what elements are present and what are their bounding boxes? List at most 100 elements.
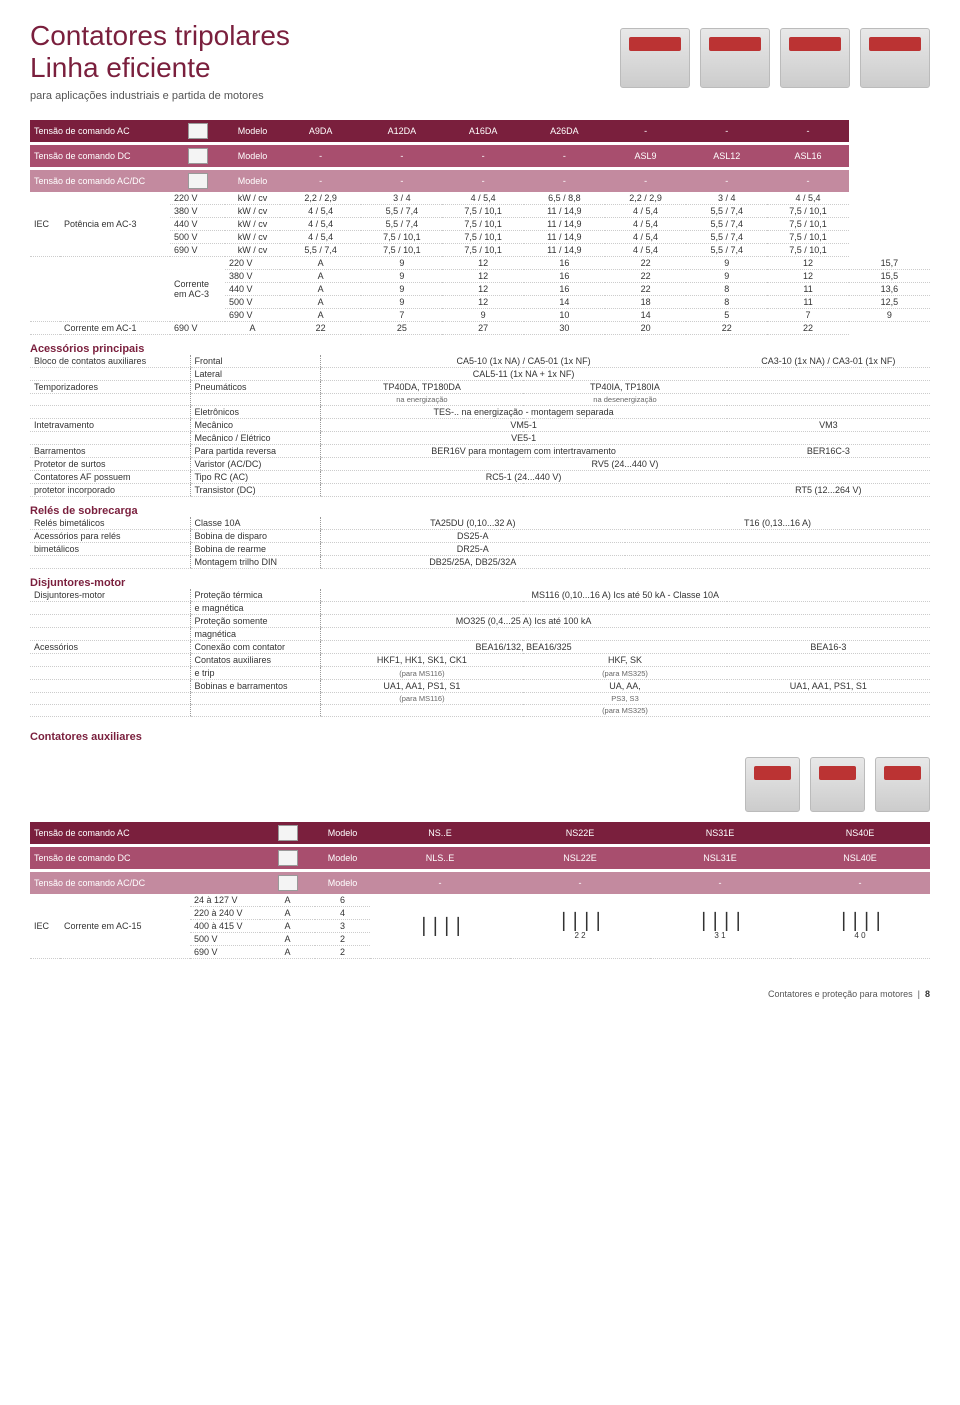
value-cell [727, 432, 930, 445]
value-cell: 9 [849, 309, 930, 322]
table-row: Bobinas e barramentosUA1, AA1, PS1, S1UA… [30, 680, 930, 693]
voltage-cell: 220 V [170, 192, 225, 205]
value-cell: 12 [442, 270, 523, 283]
value-cell: 7,5 / 10,1 [361, 244, 442, 257]
value-cell: 5,5 / 7,4 [686, 205, 767, 218]
value-cell: CAL5-11 (1x NA + 1x NF) [320, 368, 727, 381]
value-cell: 13,6 [849, 283, 930, 296]
value-cell: 7,5 / 10,1 [442, 231, 523, 244]
value-cell: 8 [686, 296, 767, 309]
product-image [810, 757, 865, 812]
value-cell [727, 381, 930, 394]
table-row: TemporizadoresPneumáticosTP40DA, TP180DA… [30, 381, 930, 394]
reles-table: Relés bimetálicosClasse 10ATA25DU (0,10.… [30, 517, 930, 569]
table-row: IntetravamentoMecânicoVM5-1VM3 [30, 419, 930, 432]
value-cell: 5,5 / 7,4 [361, 218, 442, 231]
table-row: Proteção somenteMO325 (0,4...25 A) Ics a… [30, 615, 930, 628]
value-cell: 6,5 / 8,8 [524, 192, 605, 205]
row-name: Protetor de surtos [30, 458, 190, 471]
table-row: e trip(para MS116)(para MS325) [30, 667, 930, 680]
value-cell: 16 [524, 283, 605, 296]
voltage-cell: 380 V [170, 205, 225, 218]
value-cell: na energização [320, 394, 523, 406]
row-spec: Mecânico [190, 419, 320, 432]
voltage-cell: 440 V [225, 283, 280, 296]
row-label [60, 257, 170, 322]
page-footer: Contatores e proteção para motores | 8 [0, 979, 960, 1019]
contact-symbol-icon: ⎜⎟ ⎜⎟ [654, 912, 786, 931]
value-cell: BER16V para montagem com intertravamento [320, 445, 727, 458]
value-cell: 8 [686, 283, 767, 296]
voltage-cell: 500 V [225, 296, 280, 309]
value-cell: 2,2 / 2,9 [605, 192, 686, 205]
table-row: BarramentosPara partida reversaBER16V pa… [30, 445, 930, 458]
unit-cell: kW / cv [225, 192, 280, 205]
voltage-cell: 440 V [170, 218, 225, 231]
value-cell: 12 [442, 283, 523, 296]
voltage-cell: 220 V [225, 257, 280, 270]
unit-cell: A [280, 296, 361, 309]
value-cell: 11 [767, 296, 848, 309]
band-dc-row: Tensão de comando DC Modelo -- -- ASL9AS… [30, 145, 930, 167]
band-ac-row: Tensão de comando AC Modelo A9DAA12DA A1… [30, 120, 930, 142]
disjuntores-table: Disjuntores-motorProteção térmicaMS116 (… [30, 589, 930, 717]
table-row: IECCorrente em AC-1524 à 127 VA6⎜⎟ ⎜⎟⎜⎟ … [30, 894, 930, 907]
row-spec: Pneumáticos [190, 381, 320, 394]
row-spec: Eletrônicos [190, 406, 320, 419]
value-cell: 4 / 5,4 [280, 231, 361, 244]
row-spec: Transistor (DC) [190, 484, 320, 497]
value-cell: 4 / 5,4 [605, 218, 686, 231]
table-row: magnética [30, 628, 930, 641]
value-cell: 12,5 [849, 296, 930, 309]
aux-table: Tensão de comando AC Modelo NS..ENS22E N… [30, 822, 930, 959]
value-cell: 5,5 / 7,4 [686, 218, 767, 231]
row-name: Intetravamento [30, 419, 190, 432]
row-name [30, 406, 190, 419]
value-cell: 11 [767, 283, 848, 296]
value-cell: 5 [686, 309, 767, 322]
value-cell: 10 [524, 309, 605, 322]
unit-cell: kW / cv [225, 205, 280, 218]
row-name: Bloco de contatos auxiliares [30, 355, 190, 368]
value-cell: 9 [361, 296, 442, 309]
value-cell: 3 / 4 [686, 192, 767, 205]
value-cell: RT5 (12...264 V) [727, 484, 930, 497]
row-name: Contatores AF possuem [30, 471, 190, 484]
value-cell: TES-.. na energização - montagem separad… [320, 406, 727, 419]
unit-cell: A [280, 257, 361, 270]
value-cell: 12 [442, 257, 523, 270]
table-row: Contatores AF possuemTipo RC (AC)RC5-1 (… [30, 471, 930, 484]
table-row: EletrônicosTES-.. na energização - monta… [30, 406, 930, 419]
value-cell: 7,5 / 10,1 [767, 218, 848, 231]
value-cell: 7,5 / 10,1 [767, 205, 848, 218]
row-name [30, 368, 190, 381]
value-cell [320, 458, 523, 471]
page-subtitle: para aplicações industriais e partida de… [30, 90, 290, 102]
value-cell: 15,5 [849, 270, 930, 283]
value-cell: VE5-1 [320, 432, 727, 445]
value-cell [727, 406, 930, 419]
contact-symbol-icon: ⎜⎟ ⎜⎟ [421, 917, 459, 936]
value-cell [727, 471, 930, 484]
value-cell: 4 / 5,4 [605, 231, 686, 244]
value-cell: 7,5 / 10,1 [361, 231, 442, 244]
row-name: protetor incorporado [30, 484, 190, 497]
product-images [620, 28, 930, 88]
disjuntores-title: Disjuntores-motor [30, 569, 930, 589]
table-row: Corrente em AC-3220 VA912162291215,7 [30, 257, 930, 270]
table-row: Montagem trilho DINDB25/25A, DB25/32A [30, 556, 930, 569]
value-cell: RC5-1 (24...440 V) [320, 471, 727, 484]
row-name [30, 394, 190, 406]
table-row: na energizaçãona desenergização [30, 394, 930, 406]
value-cell: 7 [767, 309, 848, 322]
value-cell: 12 [442, 296, 523, 309]
dc-icon [188, 148, 208, 164]
value-cell [727, 394, 930, 406]
value-cell: 11 / 14,9 [524, 231, 605, 244]
value-cell: 9 [686, 270, 767, 283]
value-cell: RV5 (24...440 V) [523, 458, 726, 471]
table-row: Disjuntores-motorProteção térmicaMS116 (… [30, 589, 930, 602]
voltage-cell: 380 V [225, 270, 280, 283]
value-cell: 16 [524, 257, 605, 270]
value-cell: 5,5 / 7,4 [686, 244, 767, 257]
